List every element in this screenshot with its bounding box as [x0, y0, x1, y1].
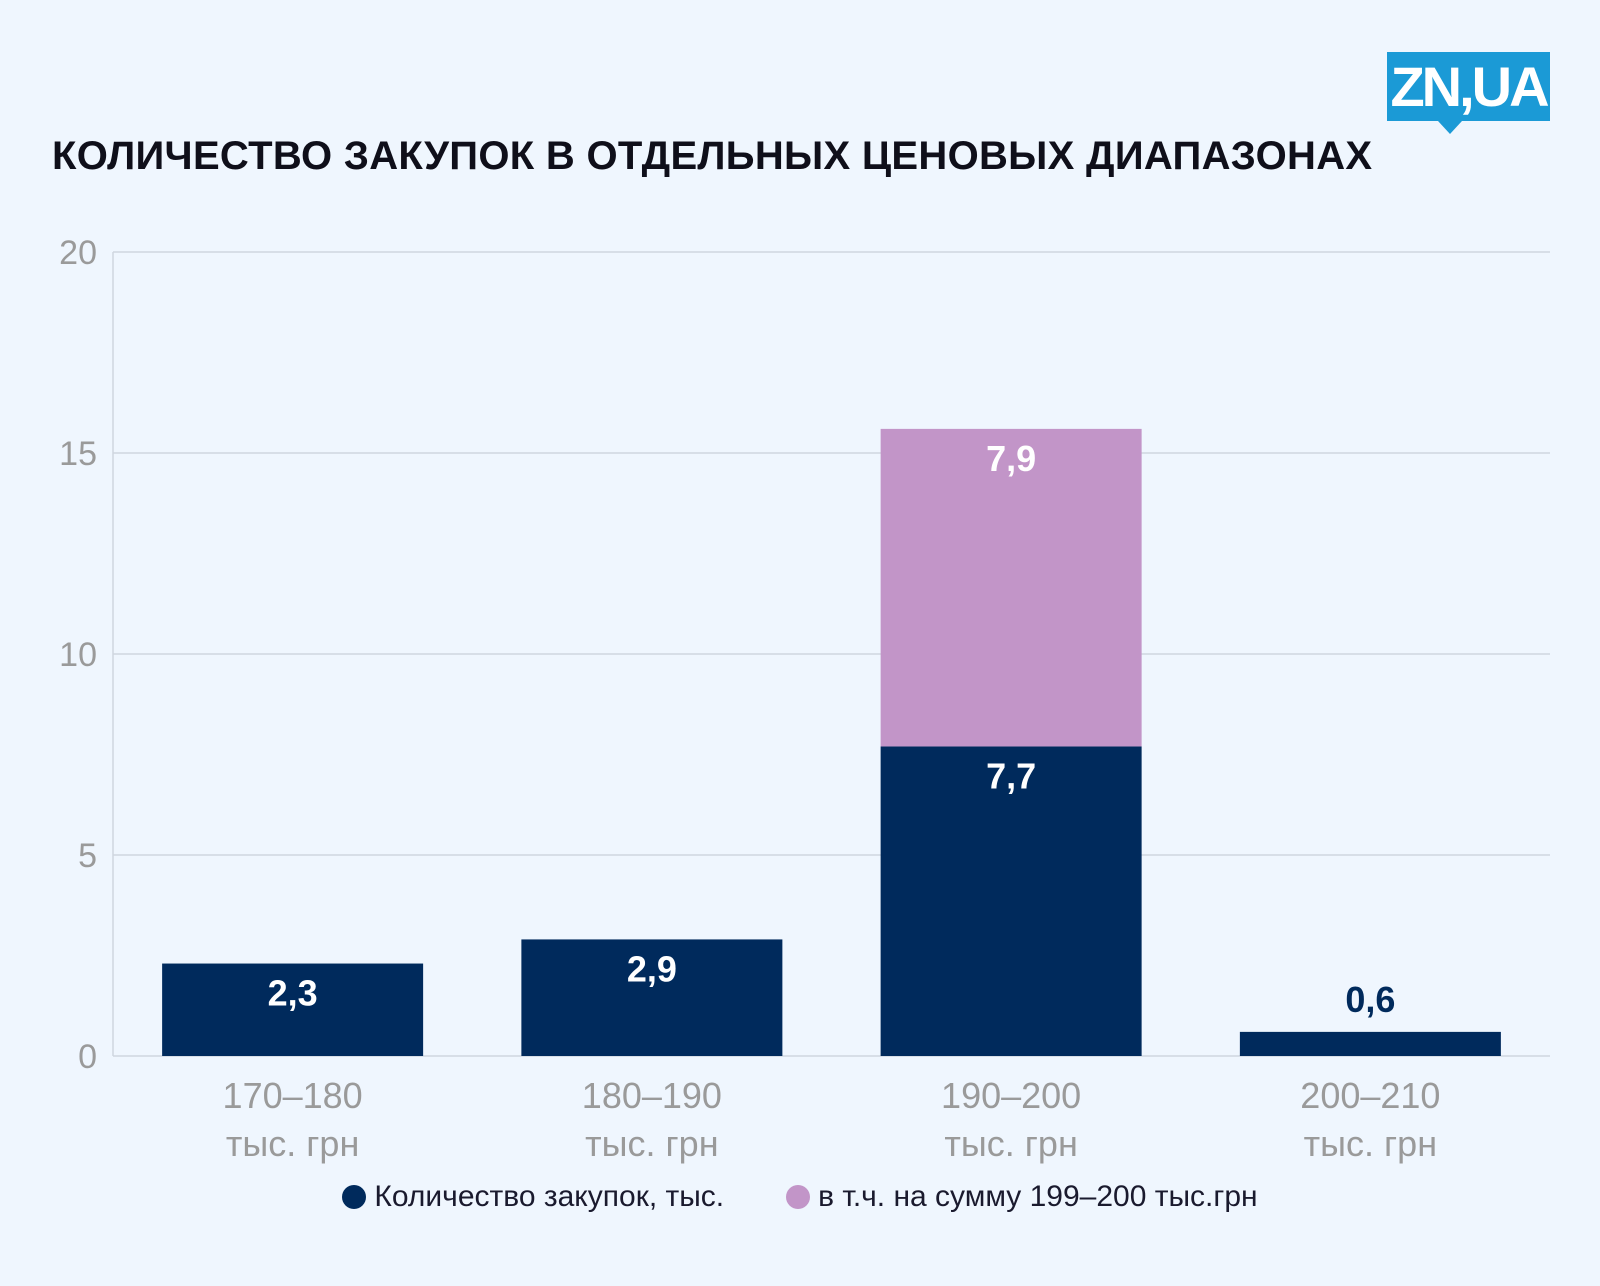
- x-tick-label: 190–200: [941, 1075, 1081, 1116]
- bar-main: [162, 963, 424, 1056]
- x-tick-label: 180–190: [582, 1075, 722, 1116]
- legend-label-sub: в т.ч. на сумму 199–200 тыс.грн: [818, 1180, 1258, 1213]
- bar-main: [1239, 1031, 1501, 1056]
- legend: Количество закупок, тыс. в т.ч. на сумму…: [0, 1180, 1600, 1214]
- y-tick-label: 0: [78, 1038, 97, 1076]
- x-tick-label: тыс. грн: [226, 1123, 359, 1164]
- x-tick-label: тыс. грн: [1304, 1123, 1437, 1164]
- legend-item-main: Количество закупок, тыс.: [342, 1180, 724, 1214]
- legend-swatch-sub: [786, 1185, 811, 1209]
- data-label-sub: 7,9: [986, 438, 1036, 479]
- data-label-main: 7,7: [986, 755, 1036, 796]
- data-label-main: 0,6: [1345, 979, 1395, 1020]
- y-tick-label: 10: [59, 636, 97, 674]
- legend-item-sub: в т.ч. на сумму 199–200 тыс.грн: [786, 1180, 1258, 1214]
- y-tick-label: 15: [59, 435, 97, 473]
- logo-speech-tail: [1438, 121, 1462, 134]
- x-tick-label: тыс. грн: [585, 1123, 718, 1164]
- chart-title: КОЛИЧЕСТВО ЗАКУПОК В ОТДЕЛЬНЫХ ЦЕНОВЫХ Д…: [52, 134, 1373, 178]
- y-tick-label: 5: [78, 837, 97, 875]
- data-label-main: 2,9: [627, 948, 677, 989]
- x-tick-label: тыс. грн: [944, 1123, 1077, 1164]
- legend-swatch-main: [342, 1185, 367, 1209]
- bar-main: [521, 939, 783, 1056]
- x-tick-label: 200–210: [1300, 1075, 1440, 1116]
- zn-ua-logo: ZN,UA: [1387, 52, 1550, 121]
- y-tick-label: 20: [59, 234, 97, 272]
- bar-main: [880, 746, 1142, 1056]
- legend-label-main: Количество закупок, тыс.: [374, 1180, 725, 1213]
- data-label-main: 2,3: [268, 973, 318, 1014]
- x-tick-label: 170–180: [223, 1075, 363, 1116]
- bar-sub: [880, 428, 1142, 747]
